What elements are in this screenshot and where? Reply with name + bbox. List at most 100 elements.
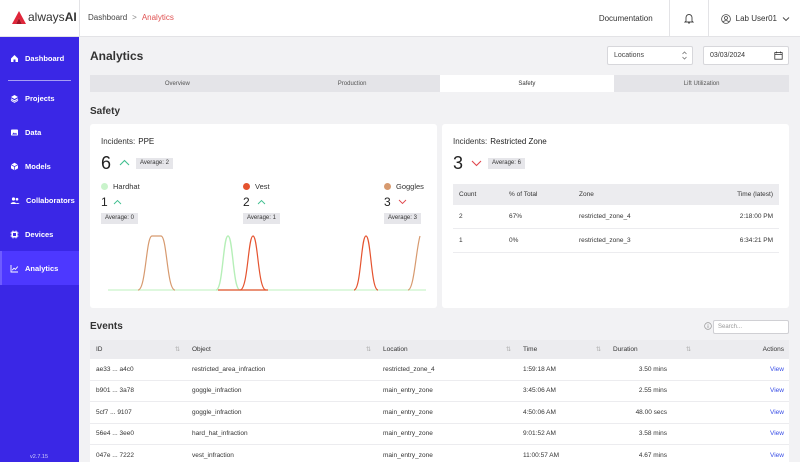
events-search-input[interactable]: Search... — [713, 320, 789, 334]
sidebar-divider — [8, 80, 71, 81]
logo-text: alwaysAI — [28, 10, 77, 24]
hardhat-label: Hardhat — [113, 182, 140, 191]
divider — [707, 0, 709, 37]
tab-production[interactable]: Production — [337, 80, 367, 87]
sort-icon: ⇅ — [505, 347, 511, 353]
trend-up-icon — [113, 199, 122, 205]
restricted-zone-card: Incidents: Restricted Zone 3 Average: 6 — [442, 124, 789, 308]
user-name: Lab User01 — [735, 14, 777, 23]
table-row: 047e ... 7222 vest_infraction main_entry… — [90, 445, 789, 462]
hardhat-count: 1 — [101, 195, 108, 209]
column-header-time[interactable]: Time ⇅ — [517, 346, 607, 353]
ppe-incidents-sparkline — [108, 235, 426, 291]
info-icon[interactable] — [704, 322, 712, 330]
restricted-total-count: 3 — [453, 153, 464, 173]
events-table: ID ⇅ Object ⇅ Location ⇅ Time ⇅ Duration ⇅ Ac… — [90, 340, 789, 462]
sidebar-item-dashboard[interactable]: Dashboard — [0, 41, 79, 75]
divider — [668, 0, 670, 37]
sidebar-item-collaborators[interactable]: Collaborators — [0, 183, 79, 217]
cell-duration: 3.50 mins — [638, 365, 667, 373]
home-icon — [11, 54, 18, 62]
documentation-link[interactable]: Documentation — [598, 14, 653, 23]
restricted-card-label: Incidents: — [453, 137, 488, 146]
sidebar-item-data[interactable]: Data — [0, 115, 79, 149]
sidebar-item-label: Projects — [25, 93, 55, 103]
users-icon — [10, 196, 20, 204]
sidebar: Dashboard Projects Data Models Collabora… — [0, 37, 79, 462]
sidebar-item-analytics[interactable]: Analytics — [0, 251, 79, 285]
cell-duration: 4.67 mins — [638, 451, 667, 459]
vest-count: 2 — [243, 195, 250, 209]
logo-divider — [79, 0, 80, 37]
chevron-updown-icon — [682, 51, 687, 60]
table-row: b901 ... 3a78 goggle_infraction main_ent… — [90, 380, 789, 402]
cube-icon — [10, 162, 19, 170]
app-version: v2.7.15 — [30, 454, 49, 460]
breadcrumb: Dashboard > Analytics — [88, 13, 174, 22]
cell-id: 56e4 ... 3ee0 — [96, 430, 134, 438]
ppe-average-badge: Average: 2 — [136, 158, 173, 169]
locations-select[interactable]: Locations — [607, 46, 693, 65]
cell-count: 2 — [459, 213, 463, 220]
cell-object: goggle_infraction — [192, 408, 242, 416]
cell-zone: restricted_zone_3 — [579, 237, 631, 244]
cell-location: main_entry_zone — [383, 387, 433, 395]
cell-count: 1 — [459, 237, 463, 244]
cell-duration: 48.00 secs — [635, 408, 667, 416]
cell-object: goggle_infraction — [192, 387, 242, 395]
column-header-duration[interactable]: Duration ⇅ — [607, 346, 697, 353]
sort-icon: ⇅ — [685, 347, 691, 353]
trend-down-icon — [471, 160, 482, 167]
tab-overview[interactable]: Overview — [164, 80, 190, 87]
layers-icon — [10, 94, 19, 103]
sidebar-item-label: Models — [25, 161, 51, 171]
column-header-time: Time (latest) — [737, 191, 773, 198]
sidebar-item-label: Analytics — [25, 263, 59, 273]
sidebar-item-models[interactable]: Models — [0, 149, 79, 183]
hardhat-legend: Hardhat — [101, 182, 140, 191]
column-header-count: Count — [459, 191, 477, 198]
column-header-label: Location — [383, 346, 408, 353]
sidebar-item-devices[interactable]: Devices — [0, 217, 79, 251]
app-logo[interactable]: alwaysAI — [12, 10, 77, 24]
ppe-total-count: 6 — [101, 153, 112, 173]
notification-button[interactable] — [670, 13, 708, 24]
table-row: 1 0% restricted_zone_3 6:34:21 PM — [453, 229, 779, 253]
view-event-link[interactable]: View — [770, 430, 784, 438]
tab-safety[interactable]: Safety — [439, 75, 615, 92]
goggles-count: 3 — [384, 195, 391, 209]
table-row: ae33 ... a4c0 restricted_area_infraction… — [90, 359, 789, 381]
cell-duration: 2.55 mins — [638, 387, 667, 395]
column-header-object[interactable]: Object ⇅ — [186, 346, 377, 353]
table-row: 56e4 ... 3ee0 hard_hat_infraction main_e… — [90, 423, 789, 445]
view-event-link[interactable]: View — [770, 365, 784, 373]
ppe-incidents-card: Incidents: PPE 6 Average: 2 Hardhat 1 Ave… — [90, 124, 437, 308]
calendar-icon[interactable] — [774, 51, 783, 60]
column-header-id[interactable]: ID ⇅ — [90, 346, 186, 353]
ppe-card-name: PPE — [138, 137, 155, 146]
cell-time: 2:18:00 PM — [739, 213, 773, 220]
sidebar-item-projects[interactable]: Projects — [0, 81, 79, 115]
goggles-dot — [384, 183, 391, 190]
sidebar-item-label: Dashboard — [25, 53, 65, 63]
date-input[interactable]: 03/03/2024 — [703, 46, 789, 65]
sidebar-item-label: Data — [25, 127, 42, 137]
view-event-link[interactable]: View — [770, 408, 784, 416]
column-header-label: Object — [192, 346, 211, 353]
column-header-location[interactable]: Location ⇅ — [377, 346, 517, 353]
cell-id: 5cf7 ... 9107 — [96, 408, 132, 416]
cell-id: ae33 ... a4c0 — [96, 365, 134, 373]
logo-text-suffix: AI — [64, 10, 77, 24]
user-menu[interactable]: Lab User01 — [709, 13, 790, 24]
chart-icon — [10, 264, 19, 272]
hardhat-average-badge: Average: 0 — [101, 213, 138, 224]
sort-icon: ⇅ — [365, 347, 371, 353]
column-header-percent: % of Total — [509, 191, 538, 198]
sidebar-item-label: Collaborators — [26, 195, 75, 205]
breadcrumb-root[interactable]: Dashboard — [88, 13, 128, 22]
tab-lift-utilization[interactable]: Lift Utilization — [683, 80, 720, 87]
cell-time: 1:59:18 AM — [523, 365, 556, 373]
view-event-link[interactable]: View — [770, 387, 784, 395]
ppe-card-label: Incidents: — [101, 137, 136, 146]
view-event-link[interactable]: View — [770, 451, 784, 459]
